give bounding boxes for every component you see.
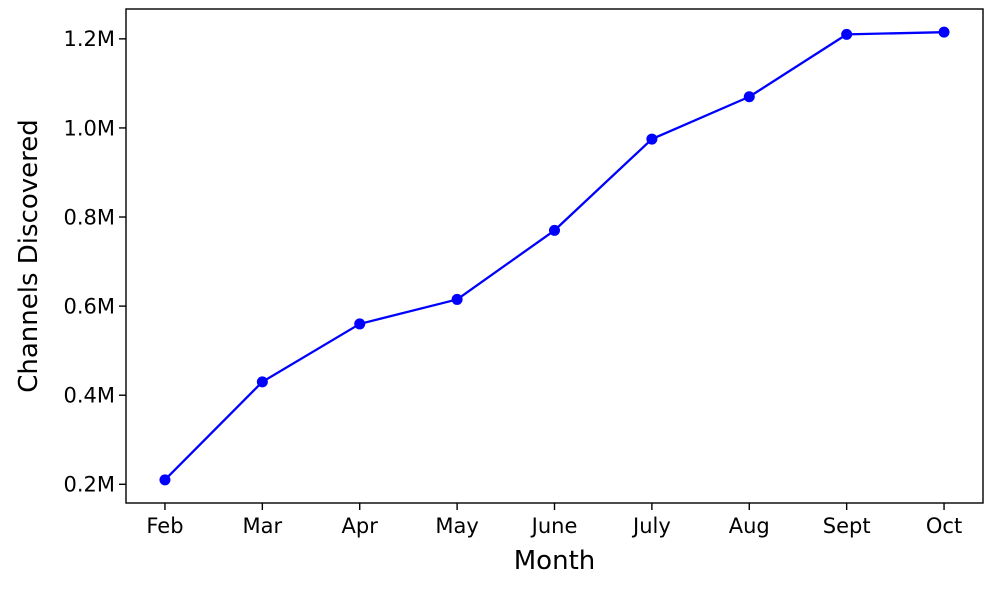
- x-tick-label: Mar: [243, 514, 283, 538]
- data-point: [159, 474, 171, 486]
- x-tick-label: May: [435, 514, 478, 538]
- data-point: [549, 224, 560, 236]
- data-point: [938, 26, 950, 38]
- x-tick-label: July: [631, 514, 671, 538]
- data-point: [256, 376, 268, 388]
- data-point: [841, 28, 853, 40]
- x-tick-label: Aug: [729, 514, 770, 538]
- y-tick-label: 0.6M: [63, 294, 115, 318]
- x-tick-label: June: [530, 514, 578, 538]
- data-point: [743, 91, 755, 103]
- x-tick-label: Sept: [823, 514, 871, 538]
- x-axis-label: Month: [514, 546, 596, 576]
- x-tick-label: Feb: [146, 514, 183, 538]
- plot-border: [125, 8, 984, 504]
- y-tick-label: 0.2M: [63, 473, 115, 497]
- data-point: [451, 293, 463, 305]
- y-tick-label: 1.0M: [63, 116, 115, 140]
- y-tick-label: 1.2M: [63, 27, 115, 51]
- data-point: [354, 318, 366, 330]
- data-point: [646, 133, 658, 145]
- y-tick-label: 0.8M: [63, 205, 115, 229]
- y-axis-label: Channels Discovered: [14, 119, 44, 393]
- x-tick-label: Apr: [342, 514, 379, 538]
- x-tick-label: Oct: [926, 514, 962, 538]
- data-line: [163, 31, 946, 481]
- y-tick-label: 0.4M: [63, 384, 115, 408]
